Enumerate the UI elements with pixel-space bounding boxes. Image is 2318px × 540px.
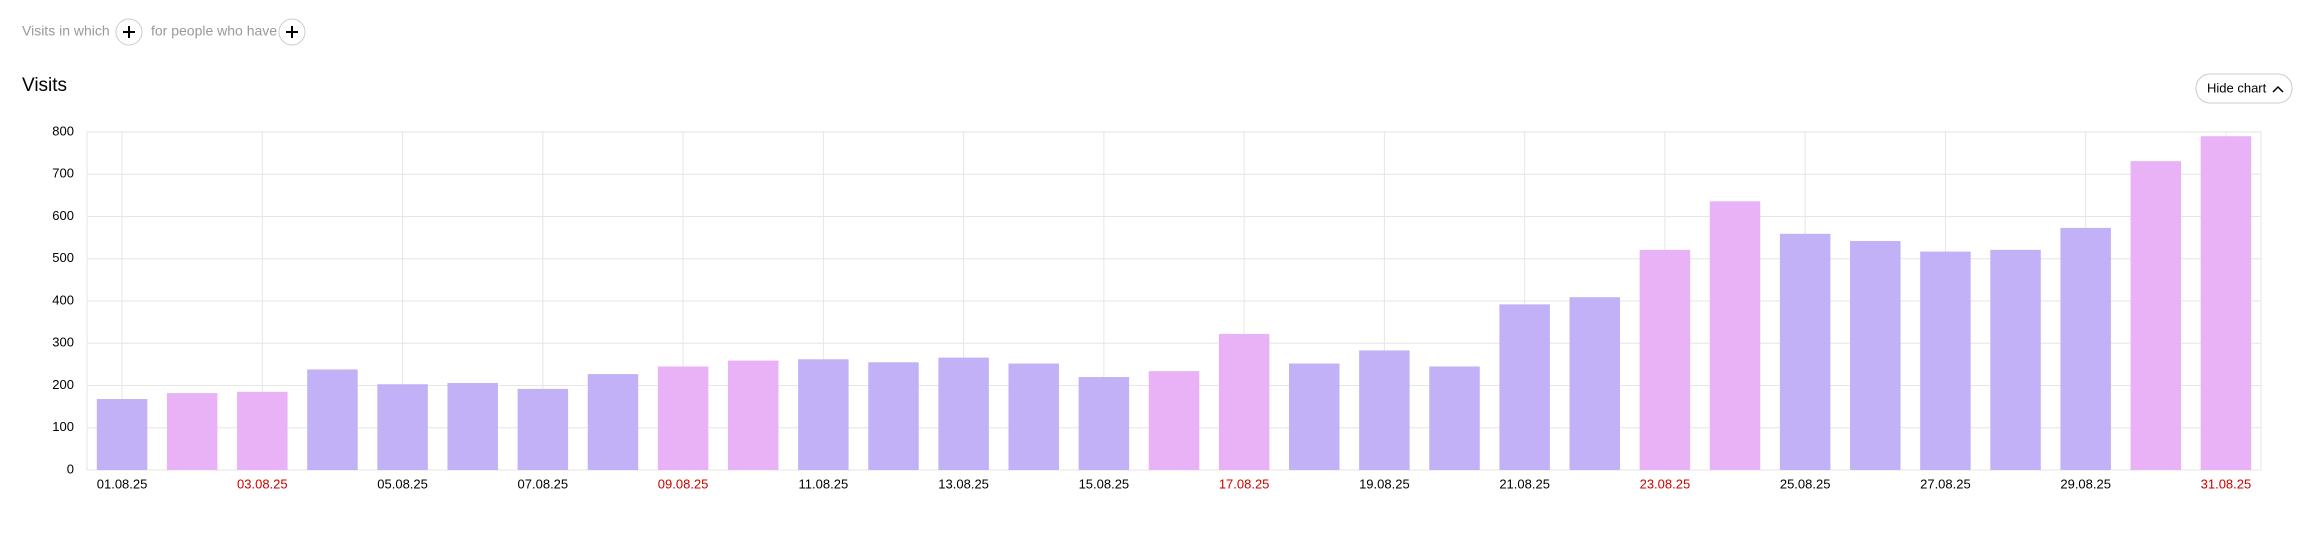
add-people-filter[interactable] [278, 18, 306, 46]
x-tick-label: 25.08.25 [1780, 476, 1831, 491]
filter-prefix: Visits in which [22, 23, 110, 39]
bar [1359, 350, 1410, 470]
y-tick-label: 100 [52, 419, 74, 434]
x-tick-label: 19.08.25 [1359, 476, 1410, 491]
bar [1289, 363, 1340, 470]
bar [2060, 227, 2111, 470]
x-tick-label: 23.08.25 [1640, 476, 1691, 491]
y-tick-label: 800 [52, 123, 74, 138]
x-tick-label: 09.08.25 [658, 476, 709, 491]
bar [1779, 233, 1831, 470]
y-tick-label: 0 [67, 461, 74, 476]
button-frame[interactable] [2195, 73, 2293, 104]
bar [2130, 161, 2182, 470]
filter-middle: for people who have [151, 23, 277, 39]
x-tick-label: 01.08.25 [97, 476, 148, 491]
bar [2200, 136, 2252, 470]
x-tick-label: 11.08.25 [799, 476, 849, 491]
bar [798, 359, 849, 470]
y-tick-label: 200 [52, 377, 74, 392]
bar [1850, 241, 1901, 470]
x-tick-label: 31.08.25 [2201, 476, 2252, 491]
y-tick-label: 600 [52, 208, 74, 223]
bar [727, 360, 779, 470]
chevron-icon[interactable] [2272, 85, 2284, 93]
x-tick-label: 15.08.25 [1079, 476, 1130, 491]
bar [1920, 251, 1971, 470]
y-tick-label: 300 [52, 335, 74, 350]
hide-chart-button[interactable]: Hide chart [2195, 73, 2293, 104]
bar [1569, 297, 1621, 470]
bar [447, 382, 498, 470]
x-tick-label: 21.08.25 [1499, 476, 1550, 491]
bar [1148, 371, 1200, 470]
bar [1990, 249, 2041, 470]
bar [587, 374, 639, 470]
x-tick-label: 29.08.25 [2060, 476, 2111, 491]
bar [1078, 377, 1130, 470]
bar [307, 369, 358, 470]
bar [1008, 363, 1059, 470]
x-tick-label: 05.08.25 [377, 476, 428, 491]
bar [1709, 201, 1761, 471]
bar [237, 391, 288, 470]
bar [166, 393, 218, 470]
bar [868, 362, 919, 470]
add-visit-filter[interactable] [115, 18, 143, 46]
plus-icon[interactable] [123, 26, 135, 38]
bar [517, 388, 569, 470]
bar [1639, 249, 1691, 470]
x-tick-label: 27.08.25 [1920, 476, 1971, 491]
section-title: Visits [22, 75, 67, 96]
bar [377, 384, 428, 470]
bar [657, 366, 709, 470]
plus-icon[interactable] [286, 26, 298, 38]
bar [938, 357, 989, 470]
x-tick-label: 17.08.25 [1219, 476, 1270, 491]
x-tick-label: 13.08.25 [938, 476, 989, 491]
button-label[interactable]: Hide chart [2207, 80, 2267, 95]
bar [1218, 333, 1270, 470]
x-tick-label: 07.08.25 [518, 476, 569, 491]
y-tick-label: 700 [52, 166, 74, 181]
y-tick-label: 400 [52, 292, 74, 307]
x-tick-label: 03.08.25 [237, 476, 288, 491]
y-tick-label: 500 [52, 250, 74, 265]
bar [96, 399, 148, 470]
bar [1499, 304, 1550, 470]
bar [1429, 366, 1480, 470]
